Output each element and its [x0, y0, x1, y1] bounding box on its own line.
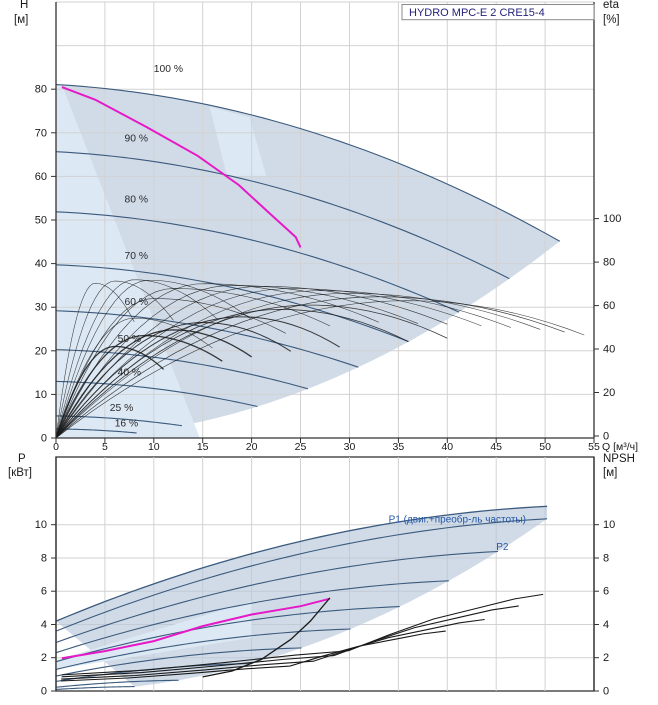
svg-text:0: 0 [603, 686, 609, 698]
svg-text:30: 30 [35, 302, 47, 314]
svg-text:16 %: 16 % [115, 419, 138, 430]
svg-text:80 %: 80 % [125, 195, 148, 206]
svg-text:0: 0 [53, 441, 59, 453]
svg-text:Q [м³/ч]: Q [м³/ч] [602, 441, 638, 453]
svg-text:50: 50 [35, 215, 47, 227]
svg-text:2: 2 [603, 652, 609, 664]
svg-text:[м]: [м] [14, 14, 28, 26]
svg-text:[м]: [м] [603, 467, 617, 479]
svg-text:20: 20 [35, 345, 47, 357]
svg-text:40: 40 [441, 441, 453, 453]
svg-text:30: 30 [344, 441, 356, 453]
svg-text:20: 20 [603, 387, 615, 399]
svg-text:70: 70 [35, 127, 47, 139]
svg-text:P: P [18, 453, 26, 465]
svg-text:90 %: 90 % [125, 134, 148, 145]
svg-text:8: 8 [41, 553, 47, 565]
svg-text:50: 50 [539, 441, 551, 453]
svg-text:[кВт]: [кВт] [8, 467, 32, 479]
svg-text:15: 15 [197, 441, 209, 453]
svg-text:6: 6 [41, 586, 47, 598]
svg-text:100 %: 100 % [154, 64, 183, 75]
svg-text:[%]: [%] [603, 14, 620, 26]
svg-text:20: 20 [246, 441, 258, 453]
svg-text:55: 55 [588, 441, 600, 453]
svg-text:40 %: 40 % [118, 368, 141, 379]
svg-text:10: 10 [35, 389, 47, 401]
svg-text:40: 40 [603, 344, 615, 356]
svg-text:10: 10 [603, 519, 615, 531]
svg-text:60: 60 [35, 171, 47, 183]
svg-text:2: 2 [41, 652, 47, 664]
svg-text:80: 80 [35, 84, 47, 96]
svg-text:8: 8 [603, 553, 609, 565]
svg-text:P1 (двиг.+преобр-ль частоты): P1 (двиг.+преобр-ль частоты) [389, 513, 526, 525]
svg-text:H: H [20, 0, 28, 11]
svg-text:6: 6 [603, 586, 609, 598]
svg-text:10: 10 [35, 519, 47, 531]
svg-text:45: 45 [490, 441, 502, 453]
svg-text:NPSH: NPSH [603, 453, 635, 465]
svg-text:4: 4 [603, 619, 609, 631]
svg-text:eta: eta [603, 0, 620, 11]
svg-text:60 %: 60 % [125, 297, 148, 308]
svg-text:25: 25 [295, 441, 307, 453]
svg-text:10: 10 [148, 441, 160, 453]
svg-text:25 %: 25 % [110, 403, 133, 414]
svg-text:0: 0 [41, 686, 47, 698]
svg-text:5: 5 [102, 441, 108, 453]
svg-text:80: 80 [603, 257, 615, 269]
svg-text:60: 60 [603, 300, 615, 312]
svg-text:0: 0 [41, 433, 47, 445]
svg-text:4: 4 [41, 619, 47, 631]
svg-text:70 %: 70 % [125, 251, 148, 262]
svg-text:P2: P2 [496, 542, 509, 553]
svg-text:35: 35 [393, 441, 405, 453]
svg-text:HYDRO MPC-E 2 CRE15-4: HYDRO MPC-E 2 CRE15-4 [409, 7, 545, 19]
svg-text:100: 100 [603, 213, 621, 225]
svg-text:40: 40 [35, 258, 47, 270]
